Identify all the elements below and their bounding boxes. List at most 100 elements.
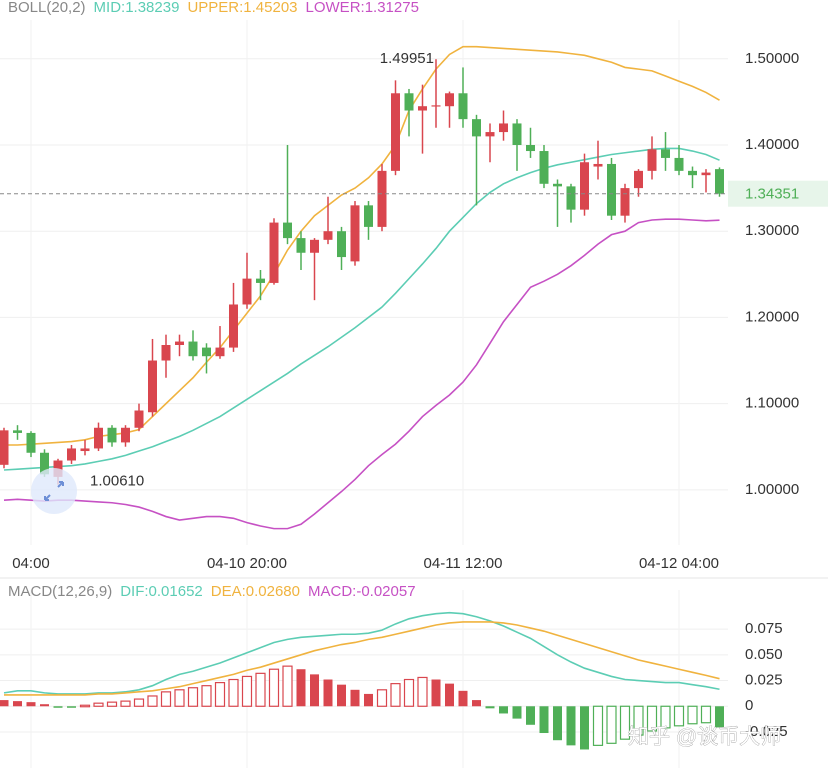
candle-body bbox=[242, 278, 252, 305]
candle-body bbox=[445, 93, 454, 107]
candle-body bbox=[80, 448, 90, 452]
macd-bar bbox=[26, 702, 36, 707]
y-tick-label: 1.30000 bbox=[745, 222, 799, 239]
candle-body bbox=[715, 169, 724, 194]
candle-body bbox=[256, 278, 265, 283]
watermark: 知乎 @谈币大师 bbox=[628, 726, 781, 749]
macd-bar bbox=[390, 683, 401, 707]
macd-bar bbox=[13, 701, 22, 707]
legend-item: DEA:0.02680 bbox=[211, 583, 300, 600]
macd-bar bbox=[458, 690, 468, 707]
macd-bar bbox=[147, 695, 158, 707]
y-tick-label: 0.075 bbox=[745, 620, 783, 637]
x-tick-label: 04-10 20:00 bbox=[207, 555, 287, 572]
candle-body bbox=[512, 123, 522, 145]
macd-bar bbox=[646, 705, 658, 732]
legend-item: DIF:0.01652 bbox=[120, 583, 203, 600]
candle-body bbox=[499, 123, 508, 133]
candle-body bbox=[701, 172, 711, 176]
zoom-icon bbox=[31, 468, 77, 514]
macd-bar bbox=[472, 700, 481, 707]
indicator-line bbox=[4, 621, 720, 696]
last-price-box bbox=[728, 180, 828, 207]
macd-bar bbox=[337, 684, 346, 707]
macd-bar bbox=[228, 678, 239, 707]
candle-body bbox=[526, 145, 535, 152]
candle-body bbox=[688, 170, 697, 176]
y-tick-label: 1.10000 bbox=[745, 395, 799, 412]
macd-bar bbox=[445, 683, 454, 707]
candle-body bbox=[161, 345, 171, 361]
legend-item: LOWER:1.31275 bbox=[306, 0, 419, 16]
macd-bar bbox=[606, 705, 617, 744]
y-tick-label: 0 bbox=[745, 697, 753, 714]
y-tick-label: 0.025 bbox=[745, 672, 783, 689]
legend-item: BOLL(20,2) bbox=[8, 0, 86, 16]
candle-body bbox=[539, 151, 549, 184]
candle-body bbox=[553, 183, 562, 187]
candle-body bbox=[67, 448, 76, 461]
macd-bar bbox=[364, 693, 373, 707]
high-label: 1.49951 bbox=[380, 50, 434, 67]
low-label: 1.00610 bbox=[90, 473, 144, 490]
candle-body bbox=[391, 93, 400, 171]
candle-body bbox=[647, 149, 657, 171]
candle-body bbox=[593, 163, 603, 167]
legend-item: UPPER:1.45203 bbox=[187, 0, 297, 16]
macd-bar bbox=[323, 679, 333, 707]
candle-body bbox=[26, 432, 36, 453]
macd-bar bbox=[715, 706, 724, 728]
macd-bar bbox=[566, 706, 576, 746]
macd-bar bbox=[499, 706, 508, 714]
macd-bar bbox=[633, 705, 644, 736]
macd-bar bbox=[539, 706, 549, 734]
candle-body bbox=[175, 341, 184, 345]
candle-body bbox=[134, 410, 144, 428]
candle-body bbox=[121, 427, 130, 443]
y-tick-label: 0.050 bbox=[745, 646, 783, 663]
macd-bar bbox=[310, 674, 319, 707]
candle-body bbox=[310, 239, 319, 253]
candle-body bbox=[634, 170, 643, 189]
y-tick-label: -0.025 bbox=[745, 723, 788, 740]
macd-bar bbox=[268, 668, 280, 707]
macd-bar bbox=[282, 665, 293, 707]
candle-body bbox=[283, 222, 292, 239]
macd-bar bbox=[376, 689, 388, 707]
x-tick-label: 04-11 12:00 bbox=[424, 555, 503, 572]
icon-arrows bbox=[44, 481, 64, 501]
macd-bar bbox=[553, 706, 562, 741]
legend-item: MACD:-0.02057 bbox=[308, 583, 416, 600]
macd-bar bbox=[67, 706, 76, 708]
candle-body bbox=[580, 162, 589, 210]
candle-body bbox=[377, 170, 387, 227]
candle-body bbox=[107, 427, 117, 443]
y-tick-label: 1.20000 bbox=[745, 308, 799, 325]
candle-body bbox=[202, 347, 211, 357]
macd-bar bbox=[417, 676, 428, 707]
indicator-line bbox=[3, 147, 720, 471]
macd-bar bbox=[187, 687, 199, 707]
candle-body bbox=[431, 105, 441, 107]
macd-bar bbox=[403, 678, 415, 707]
candle-body bbox=[485, 132, 495, 137]
legend-item: MACD(12,26,9) bbox=[8, 583, 112, 600]
macd-bar bbox=[526, 706, 535, 725]
macd-bar bbox=[700, 705, 712, 724]
macd-bar bbox=[660, 705, 671, 729]
candle-body bbox=[350, 205, 360, 262]
candle-body bbox=[40, 452, 49, 475]
candle-body bbox=[188, 341, 198, 357]
y-tick-label: 1.00000 bbox=[745, 481, 799, 498]
x-tick-label: 04:00 bbox=[12, 555, 50, 572]
candle-body bbox=[472, 119, 481, 137]
macd-bar bbox=[214, 682, 226, 707]
candle-body bbox=[296, 238, 306, 253]
indicator-line bbox=[3, 611, 720, 695]
x-tick-label: 04-12 04:00 bbox=[639, 555, 719, 572]
macd-bar bbox=[93, 702, 104, 707]
candle-body bbox=[620, 188, 630, 216]
macd-bar bbox=[687, 705, 698, 725]
